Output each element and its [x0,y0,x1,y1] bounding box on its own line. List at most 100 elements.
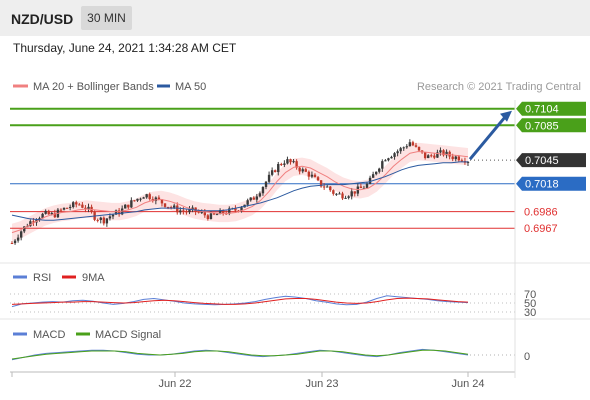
candle-up [210,213,212,219]
candle-up [216,214,218,215]
candle-up [387,158,389,160]
candle-up [250,198,252,201]
level-label-last: 0.7045 [525,155,559,167]
candle-up [173,206,175,208]
candle-up [378,169,380,172]
candle-down [308,172,310,177]
candle-down [75,202,77,204]
candle-down [149,194,151,199]
candle-down [213,213,215,214]
candle-up [381,161,383,169]
candle-down [360,187,362,189]
candle-up [302,169,304,171]
level-label-support: 0.6967 [524,223,558,235]
candle-down [81,205,83,208]
candle-down [433,156,435,158]
candle-up [366,184,368,188]
candle-up [112,215,114,217]
candle-down [253,198,255,200]
x-tick-label: Jun 23 [305,378,338,390]
candle-down [317,177,319,180]
candle-down [127,205,129,208]
candle-up [283,163,285,164]
candle-up [311,175,313,177]
candle-up [268,175,270,182]
candle-up [256,196,258,199]
candle-up [63,208,65,210]
candle-down [314,175,316,177]
rsi-line [12,296,468,307]
candle-up [109,216,111,218]
rsi-tick-label: 30 [524,307,536,319]
candle-down [430,155,432,156]
level-label-resistance: 0.7104 [525,104,559,116]
candle-down [60,210,62,211]
macd-panel: 0 [12,349,530,363]
candle-up [142,197,144,198]
candle-up [139,199,141,200]
candle-up [406,146,408,147]
candle-down [158,198,160,200]
legend-label-macd: MACD [33,329,65,341]
x-axis: Jun 22 Jun 23 Jun 24 [12,372,485,390]
level-label-pivot: 0.7018 [525,179,559,191]
candle-down [289,159,291,162]
candle-up [124,205,126,209]
candle-up [17,238,19,241]
candle-up [106,218,108,223]
candle-down [78,204,80,205]
candle-down [412,142,414,145]
candle-up [390,157,392,158]
candle-up [271,170,273,175]
price-panel: 0.7104 0.7085 0.7045 0.7018 0.6986 0.6967 [10,102,586,245]
candle-up [335,194,337,195]
level-label-resistance: 0.7085 [525,120,559,132]
candle-up [399,148,401,151]
candle-down [418,147,420,151]
macd-line [12,349,468,359]
forecast-arrow-shaft [470,115,507,159]
candle-down [298,168,300,172]
candle-down [164,203,166,207]
candle-down [207,215,209,219]
candle-down [11,243,13,244]
candle-up [20,231,22,237]
candle-down [451,157,453,160]
candle-up [351,191,353,196]
candle-down [332,190,334,194]
candle-down [103,218,105,224]
candle-up [338,193,340,194]
candle-up [262,187,264,193]
candle-up [375,172,377,174]
candle-up [396,151,398,153]
candle-up [372,174,374,178]
candle-up [100,218,102,220]
candle-down [133,200,135,201]
candle-down [185,211,187,212]
macd-tick-label: 0 [524,351,530,363]
candle-down [458,157,460,161]
candle-up [44,211,46,214]
candle-up [286,159,288,163]
candle-up [344,198,346,199]
candle-up [409,142,411,146]
candle-up [72,202,74,207]
candle-up [14,241,16,243]
candle-down [354,191,356,193]
legend-label-ma50: MA 50 [175,81,206,93]
candle-down [96,220,98,221]
candle-up [455,157,457,160]
candle-down [66,208,68,209]
candle-up [292,161,294,162]
candle-down [176,206,178,213]
candle-up [265,182,267,187]
candle-down [182,210,184,211]
x-tick-label: Jun 22 [158,378,191,390]
candle-down [329,187,331,191]
candle-up [393,153,395,157]
candle-up [69,207,71,208]
credit-text: Research © 2021 Trading Central [417,81,581,93]
candle-up [179,210,181,212]
candle-down [197,212,199,213]
